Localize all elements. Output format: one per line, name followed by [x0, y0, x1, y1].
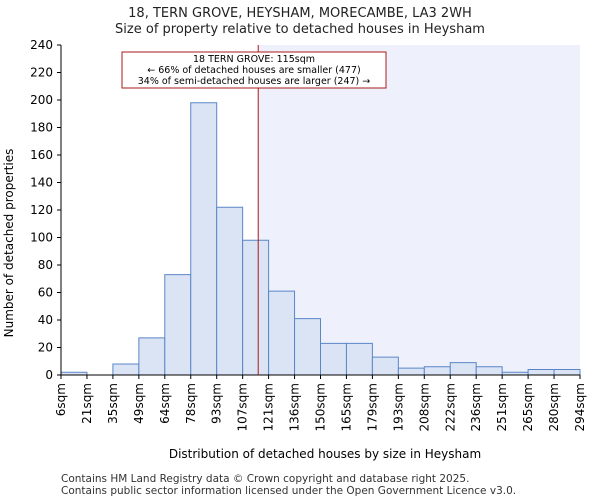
histogram-bar	[138, 337, 166, 376]
histogram-bar	[268, 290, 296, 376]
histogram-bar	[320, 342, 347, 376]
annotation-line1: 18 TERN GROVE: 115sqm	[193, 54, 315, 65]
x-tick-label: 179sqm	[365, 383, 379, 431]
histogram-bar	[449, 362, 477, 376]
histogram-bar	[345, 342, 373, 376]
x-tick-label: 107sqm	[236, 383, 250, 431]
x-tick-label: 150sqm	[314, 383, 328, 431]
x-tick-label: 265sqm	[521, 383, 535, 431]
histogram-bar	[553, 369, 581, 376]
footer-line-2: Contains public sector information licen…	[61, 485, 517, 497]
annotation-line2: ← 66% of detached houses are smaller (47…	[147, 65, 360, 76]
y-tick-label: 180	[30, 121, 53, 135]
x-tick-label: 64sqm	[158, 383, 172, 424]
x-tick-label: 35sqm	[106, 383, 120, 424]
y-tick-label: 160	[30, 148, 53, 162]
histogram-bar	[397, 367, 425, 376]
chart-title: 18, TERN GROVE, HEYSHAM, MORECAMBE, LA3 …	[128, 6, 472, 21]
y-tick-label: 100	[30, 231, 53, 245]
x-tick-label: 49sqm	[132, 383, 146, 424]
x-tick-label: 193sqm	[391, 383, 405, 431]
y-tick-label: 60	[38, 286, 53, 300]
x-tick-label: 121sqm	[262, 383, 276, 431]
x-tick-label: 280sqm	[547, 383, 561, 431]
x-tick-label: 236sqm	[469, 383, 483, 431]
chart-subtitle: Size of property relative to detached ho…	[115, 22, 485, 37]
annotation-box	[121, 51, 387, 89]
y-tick-label: 20	[38, 341, 53, 355]
histogram-bar	[423, 366, 451, 376]
y-tick-label: 200	[30, 93, 53, 107]
histogram-bar	[242, 239, 270, 376]
x-tick-label: 294sqm	[573, 383, 587, 431]
histogram-bar	[371, 356, 399, 376]
x-tick-label: 208sqm	[417, 383, 431, 431]
y-tick-label: 40	[38, 313, 53, 327]
histogram-bar	[527, 369, 555, 376]
y-tick-label: 140	[30, 176, 53, 190]
x-tick-label: 21sqm	[80, 383, 94, 424]
x-tick-label: 136sqm	[288, 383, 302, 431]
annotation-line3: 34% of semi-detached houses are larger (…	[138, 76, 371, 87]
y-tick-label: 0	[45, 368, 53, 382]
x-tick-label: 78sqm	[184, 383, 198, 424]
x-tick-label: 251sqm	[495, 383, 509, 431]
footer-line-1: Contains HM Land Registry data © Crown c…	[61, 473, 470, 485]
y-tick-label: 120	[30, 203, 53, 217]
histogram-bar	[112, 363, 140, 376]
histogram-bar	[216, 206, 244, 376]
histogram-bar	[475, 366, 503, 376]
x-tick-label: 93sqm	[210, 383, 224, 424]
y-axis-label: Number of detached properties	[2, 149, 16, 338]
x-tick-label: 222sqm	[443, 383, 457, 431]
y-tick-label: 80	[38, 258, 53, 272]
y-tick-label: 220	[30, 66, 53, 80]
x-axis-label: Distribution of detached houses by size …	[169, 447, 481, 461]
histogram-bar	[294, 318, 321, 376]
y-tick-label: 240	[30, 38, 53, 52]
x-tick-label: 6sqm	[54, 383, 68, 416]
histogram-bar	[164, 274, 192, 376]
histogram-bar	[190, 102, 218, 376]
x-tick-label: 165sqm	[339, 383, 353, 431]
